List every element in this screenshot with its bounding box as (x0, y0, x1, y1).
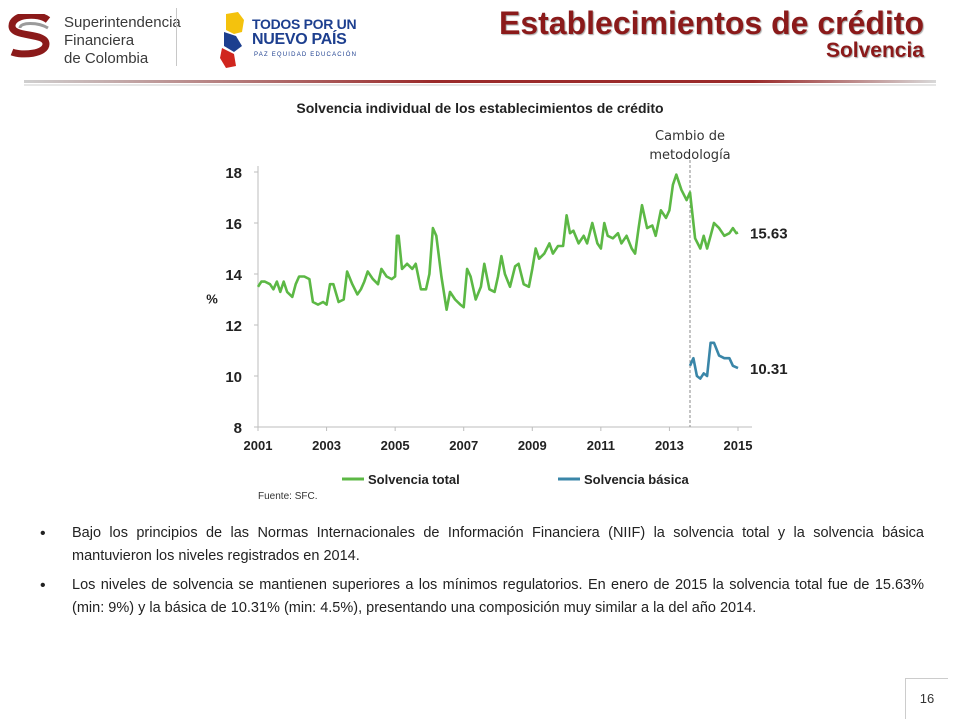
bullet-text: Los niveles de solvencia se mantienen su… (72, 577, 924, 616)
x-tick-label: 2007 (449, 438, 478, 453)
gov-logo-line: PAZ EQUIDAD EDUCACIÓN (254, 52, 358, 58)
x-tick-label: 2003 (312, 438, 341, 453)
sfc-logo: Superintendencia Financiera de Colombia (8, 10, 181, 70)
x-tick-label: 2011 (587, 438, 615, 453)
bullet-dot-icon: • (40, 525, 46, 542)
colombia-map-icon (220, 12, 244, 68)
y-tick-label: 16 (225, 216, 242, 233)
x-tick-label: 2013 (655, 438, 684, 453)
series-line-total (256, 173, 739, 311)
y-tick-label: 10 (225, 369, 242, 386)
x-tick-label: 2009 (518, 438, 547, 453)
sfc-logo-line: Superintendencia (64, 14, 181, 31)
end-label-basica: 10.31 (750, 361, 788, 378)
page-number-box: 16 (905, 678, 948, 719)
bullet-list: • Bajo los principios de las Normas Inte… (40, 522, 924, 626)
series-line-basica (688, 341, 739, 380)
header-rule-shadow (24, 84, 936, 86)
y-axis-label: % (206, 292, 218, 307)
y-tick-label: 12 (225, 318, 242, 335)
chart-source: Fuente: SFC. (258, 491, 317, 502)
x-tick-label: 2001 (244, 438, 273, 453)
chart-title: Solvencia individual de los establecimie… (296, 100, 664, 116)
bullet-item: • Los niveles de solvencia se mantienen … (40, 574, 924, 620)
slide-subtitle: Solvencia (825, 39, 924, 62)
sfc-logo-line: Financiera (64, 32, 135, 49)
y-tick-label: 18 (225, 165, 242, 182)
bullet-dot-icon: • (40, 577, 46, 594)
header-rule (24, 80, 936, 83)
x-tick-label: 2005 (381, 438, 410, 453)
gov-logo: TODOS POR UN NUEVO PAÍS PAZ EQUIDAD EDUC… (212, 10, 362, 72)
bullet-item: • Bajo los principios de las Normas Inte… (40, 522, 924, 568)
annotation-text: Cambio de (655, 129, 725, 144)
end-label-total: 15.63 (750, 225, 788, 242)
sfc-emblem-icon (8, 14, 51, 58)
gov-logo-line: NUEVO PAÍS (252, 31, 347, 48)
y-tick-label: 14 (225, 267, 242, 284)
legend-label: Solvencia total (368, 472, 460, 487)
slide-title: Establecimientos de crédito (498, 5, 924, 41)
bullet-text: Bajo los principios de las Normas Intern… (72, 525, 924, 564)
page-number: 16 (919, 691, 935, 706)
y-tick-label: 8 (234, 420, 242, 437)
legend-label: Solvencia básica (584, 472, 690, 487)
sfc-logo-line: de Colombia (64, 50, 149, 67)
logo-divider (176, 8, 177, 66)
slide-title-block: Establecimientos de crédito Solvencia (499, 6, 924, 62)
gov-logo-line: TODOS POR UN (252, 16, 357, 32)
annotation-text: metodología (649, 148, 730, 163)
x-tick-label: 2015 (724, 438, 753, 453)
